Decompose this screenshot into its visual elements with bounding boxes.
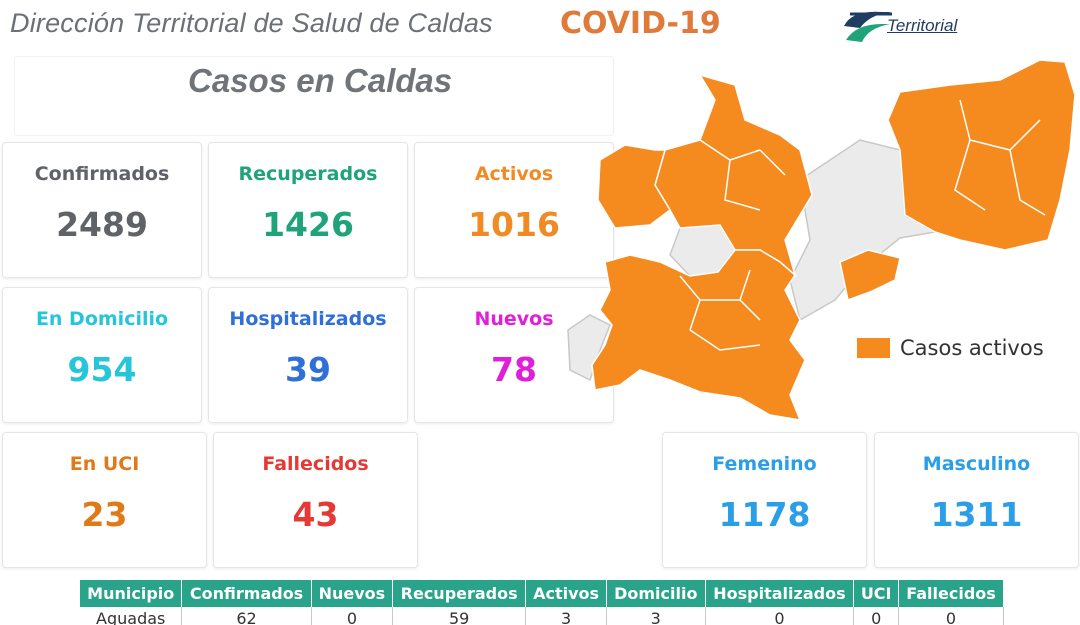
card-value: 1426 [262, 205, 354, 244]
header-title: Dirección Territorial de Salud de Caldas [10, 8, 493, 38]
column-header[interactable]: Hospitalizados [705, 580, 855, 607]
legend-swatch [857, 338, 890, 358]
column-header[interactable]: Fallecidos [898, 580, 1004, 607]
card-domicilio: En Domicilio 954 [2, 287, 202, 423]
logo-text: Territorial [887, 16, 958, 35]
card-label: Nuevos [474, 308, 554, 330]
card-uci: En UCI 23 [2, 432, 207, 568]
table-header-row: Municipio Confirmados Nuevos Recuperados… [80, 580, 1004, 607]
caldas-map[interactable] [560, 55, 1080, 435]
card-fallecidos: Fallecidos 43 [213, 432, 418, 568]
panel-title-box [14, 56, 614, 136]
card-label: Hospitalizados [229, 308, 387, 330]
card-value: 78 [491, 350, 537, 389]
table-cell: 0 [705, 607, 855, 625]
card-label: Fallecidos [262, 453, 369, 475]
card-label: Recuperados [238, 163, 378, 185]
column-header[interactable]: Nuevos [311, 580, 394, 607]
card-label: Confirmados [34, 163, 170, 185]
card-value: 43 [292, 495, 339, 534]
table-cell: 0 [898, 607, 1004, 625]
table-cell: Aguadas [80, 607, 183, 625]
card-masculino: Masculino 1311 [874, 432, 1079, 568]
card-value: 2489 [56, 205, 148, 244]
column-header[interactable]: Municipio [80, 580, 183, 607]
table-cell: 3 [525, 607, 607, 625]
table-cell: 0 [311, 607, 394, 625]
column-header[interactable]: Activos [525, 580, 607, 607]
column-header[interactable]: Domicilio [606, 580, 706, 607]
card-nuevos: Nuevos 78 [414, 287, 614, 423]
card-hospitalizados: Hospitalizados 39 [208, 287, 408, 423]
card-value: 39 [285, 350, 331, 389]
map-region-active [597, 144, 671, 229]
card-label: Masculino [922, 453, 1031, 475]
card-confirmados: Confirmados 2489 [2, 142, 202, 278]
table-cell: 3 [606, 607, 706, 625]
column-header[interactable]: Confirmados [181, 580, 312, 607]
card-label: En UCI [69, 453, 140, 475]
territorial-logo-icon [844, 11, 892, 42]
table-cell: 59 [392, 607, 527, 625]
card-label: Activos [474, 163, 554, 185]
card-femenino: Femenino 1178 [662, 432, 867, 568]
map-region-active [839, 249, 901, 302]
column-header[interactable]: UCI [853, 580, 900, 607]
table-cell: 0 [853, 607, 900, 625]
map-region-inactive [567, 314, 611, 382]
table-cell: 62 [181, 607, 312, 625]
covid-label: COVID-19 [560, 6, 721, 41]
card-activos: Activos 1016 [414, 142, 614, 278]
panel-title: Casos en Caldas [188, 62, 453, 99]
legend-label: Casos activos [900, 336, 1044, 360]
card-label: Femenino [712, 453, 817, 475]
card-value: 1311 [930, 495, 1023, 534]
municipios-table[interactable]: Municipio Confirmados Nuevos Recuperados… [80, 580, 1004, 625]
card-value: 1178 [718, 495, 811, 534]
card-value: 1016 [468, 205, 560, 244]
table-row: Aguadas 62 0 59 3 3 0 0 0 [80, 607, 1004, 625]
card-recuperados: Recuperados 1426 [208, 142, 408, 278]
card-value: 23 [81, 495, 128, 534]
card-label: En Domicilio [35, 308, 169, 330]
map-legend: Casos activos [857, 335, 1044, 361]
map-region-active [887, 59, 1076, 251]
column-header[interactable]: Recuperados [392, 580, 527, 607]
card-value: 954 [67, 350, 137, 389]
